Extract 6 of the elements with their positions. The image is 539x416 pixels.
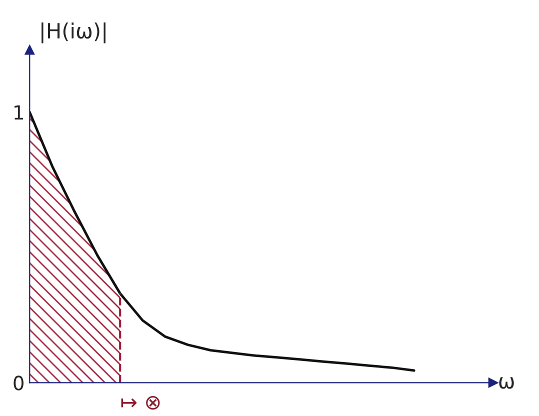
y-tick-label: 0 [14,376,24,390]
y-axis-title: |H(iω)| [42,22,106,44]
x-axis-title: ω [499,377,514,389]
y-tick-label: 1 [14,105,23,120]
line-series [30,110,416,372]
text: ↦ ⊗ [121,396,160,410]
